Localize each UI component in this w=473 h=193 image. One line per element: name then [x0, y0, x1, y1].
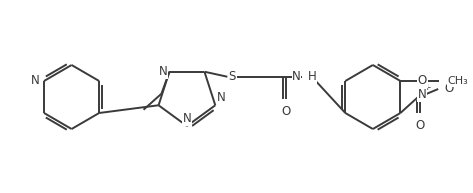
Text: O: O	[416, 119, 425, 132]
Text: H: H	[308, 70, 316, 83]
Text: N: N	[217, 91, 226, 104]
Text: O: O	[418, 74, 427, 87]
Text: -: -	[448, 80, 452, 90]
Text: S: S	[228, 70, 236, 83]
Text: N: N	[31, 74, 40, 87]
Text: N: N	[183, 112, 191, 125]
Text: N: N	[418, 89, 427, 102]
Text: O: O	[444, 82, 454, 96]
Text: N: N	[292, 70, 301, 83]
Text: +: +	[423, 84, 431, 92]
Text: CH₃: CH₃	[447, 76, 468, 86]
Text: O: O	[281, 105, 290, 118]
Text: N: N	[158, 65, 167, 78]
